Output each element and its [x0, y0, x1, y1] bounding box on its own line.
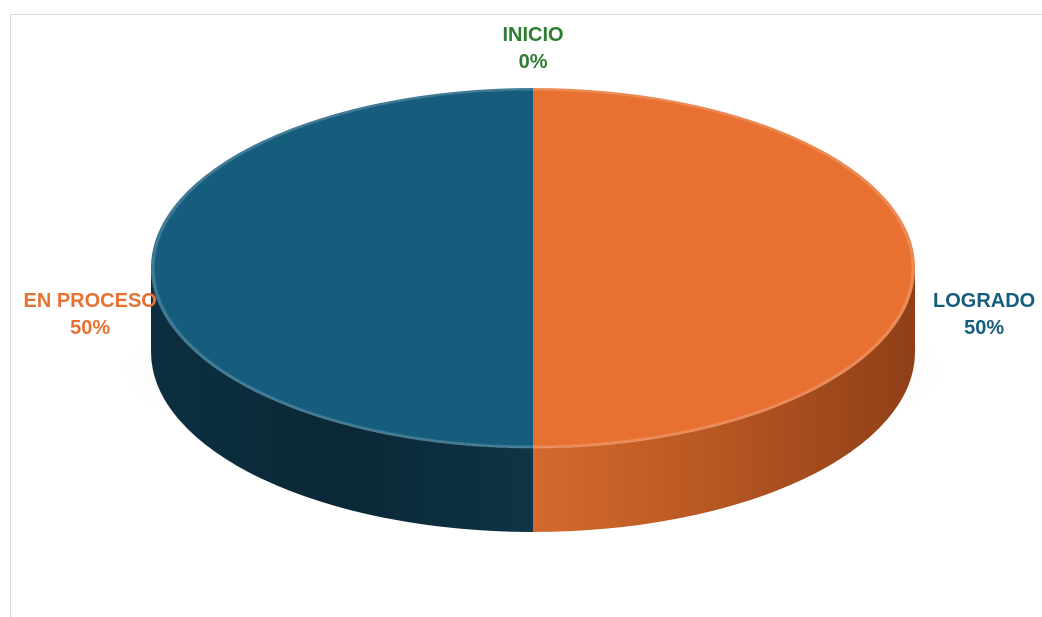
data-label-inicio: INICIO 0%	[503, 22, 564, 76]
data-label-en-proceso: EN PROCESO 50%	[24, 288, 157, 342]
pie-side-en-proceso	[533, 268, 915, 532]
value-label-logrado: 50%	[964, 317, 1005, 339]
category-label-logrado: LOGRADO	[933, 290, 1036, 312]
pie-slice-en-proceso[interactable]	[533, 88, 915, 448]
category-label-inicio: INICIO	[502, 24, 564, 46]
value-label-en-proceso: 50%	[70, 317, 111, 339]
pie-slice-logrado[interactable]	[151, 88, 533, 448]
data-label-logrado: LOGRADO 50%	[933, 288, 1035, 342]
category-label-en-proceso: EN PROCESO	[23, 290, 157, 312]
pie-rim-highlight	[151, 87, 915, 449]
value-label-inicio: 0%	[518, 51, 548, 73]
chart-area	[10, 14, 1042, 617]
pie-side-logrado	[151, 268, 533, 532]
